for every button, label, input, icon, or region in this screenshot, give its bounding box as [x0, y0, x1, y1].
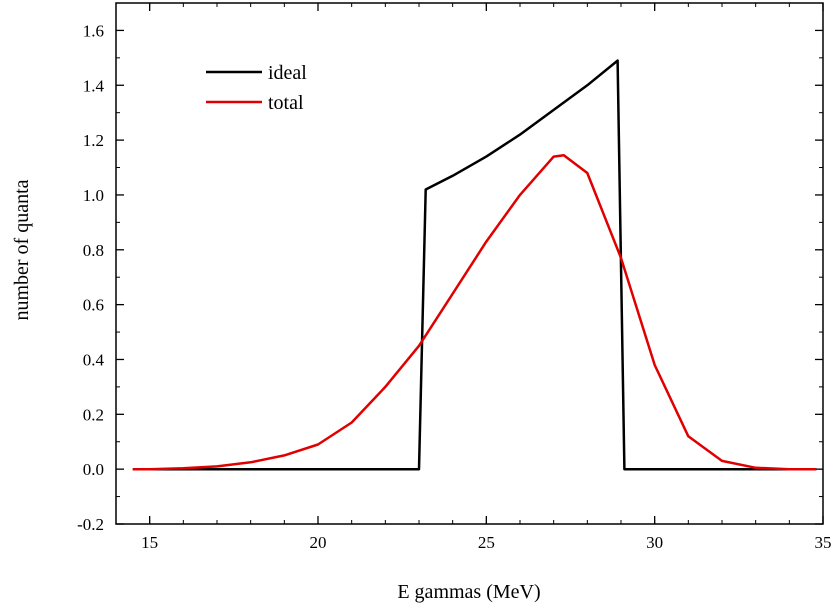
y-tick-label: 1.4 — [83, 76, 105, 95]
y-tick-label: 1.0 — [83, 186, 104, 205]
series-line-total — [132, 153, 817, 471]
axis-ticks: 15 20 25 30 35 -0.2 0.0 0.2 0.4 0.6 0.8 1.0 1.2 1.4 1.… — [77, 3, 832, 552]
y-tick-label: 1.2 — [83, 131, 104, 150]
x-tick-label: 35 — [815, 533, 832, 552]
x-tick-label: 15 — [141, 533, 158, 552]
y-tick-label: 0.0 — [83, 460, 104, 479]
legend-label-ideal: ideal — [268, 62, 307, 84]
y-tick-label: 0.6 — [83, 296, 104, 315]
x-tick-label: 25 — [478, 533, 495, 552]
y-tick-label: 0.4 — [83, 350, 105, 369]
plot-frame — [115, 2, 824, 525]
y-tick-label: 0.2 — [83, 405, 104, 424]
y-tick-label: -0.2 — [77, 515, 104, 534]
x-axis-label: E gammas (MeV) — [397, 581, 540, 603]
legend: ideal total — [206, 62, 307, 114]
legend-label-total: total — [268, 92, 304, 114]
series-line-ideal — [132, 59, 817, 471]
y-tick-label: 0.8 — [83, 241, 104, 260]
x-tick-label: 20 — [310, 533, 327, 552]
y-axis-label: number of quanta — [11, 179, 33, 320]
series-lines — [132, 59, 817, 471]
x-tick-label: 30 — [646, 533, 663, 552]
y-tick-label: 1.6 — [83, 21, 104, 40]
